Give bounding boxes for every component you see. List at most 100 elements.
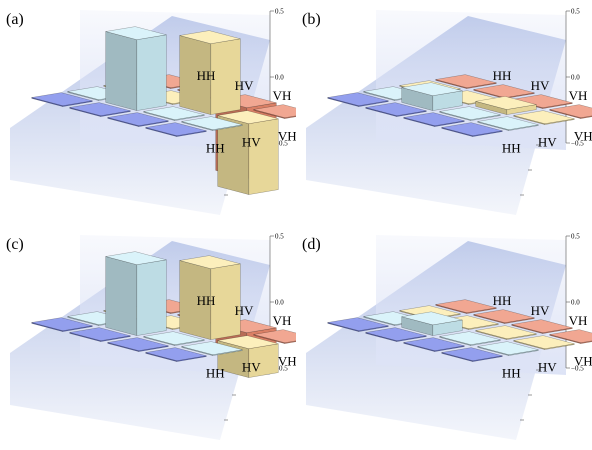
- bar-HH-HH: [327, 317, 389, 332]
- bar-VH-HH: [403, 337, 465, 352]
- col-label-HV: HV: [242, 135, 261, 150]
- bar-top-face: [475, 325, 537, 339]
- bar-top-face: [253, 104, 296, 118]
- panel-label: (a): [6, 11, 24, 28]
- col-label-VH: VH: [278, 354, 296, 369]
- bar-HH-HH: [31, 317, 93, 332]
- z-tick-label: −0.5: [275, 140, 288, 148]
- bar-VV-HV: [181, 341, 243, 356]
- bar-VV-HV: [477, 116, 539, 131]
- z-tick-label: −0.5: [571, 140, 584, 148]
- col-label-HV: HV: [538, 360, 557, 375]
- bar-side-face: [67, 316, 100, 326]
- bar-HH-HH: [31, 92, 93, 107]
- row-label-HH: HH: [197, 293, 216, 308]
- row-label-HV: HV: [235, 78, 254, 93]
- bar-side-face: [475, 100, 508, 115]
- bar-top-face: [31, 317, 93, 331]
- bar-HV-HV: [401, 311, 463, 336]
- z-tick-label: 0.0: [275, 299, 284, 307]
- z-tick-label: 0.5: [275, 8, 284, 16]
- col-label-HH: HH: [206, 141, 225, 156]
- bar-top-face: [217, 110, 279, 124]
- bar-top-face: [327, 317, 389, 331]
- bar-VH-VV: [511, 319, 573, 334]
- bar-top-face: [549, 329, 592, 343]
- z-tick-label: 0.0: [571, 299, 580, 307]
- bar-side-face: [143, 111, 176, 121]
- bar-top-face: [513, 335, 575, 349]
- col-label-HV: HV: [538, 135, 557, 150]
- bar-top-face: [179, 255, 241, 269]
- panel-label: (c): [6, 236, 24, 253]
- bar-top-face: [477, 116, 539, 130]
- bar-side-face: [477, 346, 510, 356]
- row-label-HH: HH: [493, 293, 512, 308]
- row-label-HH: HH: [197, 68, 216, 83]
- bar-top-face: [105, 26, 167, 40]
- bar-top-face: [181, 341, 243, 355]
- panel-4-chart: 0.50.0−0.5HHHVVHVVHHHVVHVV(d): [302, 233, 592, 440]
- bar-top-face: [441, 122, 503, 136]
- bar-side-face: [439, 111, 472, 121]
- row-label-HV: HV: [531, 303, 550, 318]
- col-label-HH: HH: [502, 366, 521, 381]
- bar-VH-HV: [143, 331, 205, 346]
- bar-front-face: [248, 118, 279, 195]
- bar-top-face: [401, 311, 463, 326]
- bar-side-face: [549, 334, 582, 344]
- bar-VV-HH: [145, 122, 207, 137]
- bar-side-face: [403, 117, 436, 127]
- bar-VH-HH: [107, 112, 169, 127]
- bar-top-face: [143, 331, 205, 345]
- bar-VH-VH: [179, 30, 241, 115]
- bar-side-face: [67, 91, 100, 101]
- bar-VV-VH: [217, 110, 279, 195]
- bar-top-face: [441, 347, 503, 361]
- bar-side-face: [473, 314, 506, 324]
- bars: [31, 251, 296, 378]
- bar-front-face: [136, 259, 167, 336]
- bar-top-face: [439, 106, 501, 120]
- bar-top-face: [365, 102, 427, 116]
- bar-side-face: [31, 97, 64, 107]
- z-tick-label: −0.5: [275, 365, 288, 373]
- bar-top-face: [435, 74, 497, 88]
- bar-top-face: [439, 331, 501, 345]
- col-label-VH: VH: [574, 129, 592, 144]
- col-label-HH: HH: [502, 141, 521, 156]
- bar-top-face: [145, 347, 207, 361]
- bar-HV-VV: [473, 84, 535, 99]
- bar-side-face: [475, 330, 508, 340]
- bar-HH-VV: [435, 299, 497, 314]
- bar-VH-HH: [403, 112, 465, 127]
- bar-top-face: [549, 104, 592, 118]
- bar-top-face: [69, 327, 131, 341]
- bar-top-face: [435, 299, 497, 313]
- bar-side-face: [435, 79, 468, 89]
- panel-1-chart: 0.50.0−0.5HHHVVHVVHHHVVHVV(a): [6, 8, 296, 215]
- bar-VV-VH: [513, 335, 575, 350]
- bar-side-face: [403, 342, 436, 352]
- z-tick-label: 0.0: [275, 74, 284, 82]
- bar-side-face: [439, 336, 472, 346]
- bar-VH-HV: [143, 106, 205, 121]
- z-tick-label: 0.0: [571, 74, 580, 82]
- bar-side-face: [105, 256, 138, 336]
- bar-HH-VV: [435, 74, 497, 89]
- bar-side-face: [363, 91, 396, 101]
- bar-top-face: [473, 84, 535, 98]
- bar-side-face: [513, 340, 546, 350]
- bar-VV-HH: [145, 347, 207, 362]
- bar-side-face: [217, 115, 250, 195]
- bar-top-face: [253, 329, 296, 343]
- row-label-VH: VH: [273, 313, 292, 328]
- bar-HH-HH: [327, 92, 389, 107]
- bar-HV-HH: [365, 102, 427, 117]
- bar-side-face: [435, 304, 468, 314]
- bar-top-face: [477, 341, 539, 355]
- z-tick-label: 0.5: [571, 8, 580, 16]
- bar-side-face: [253, 334, 286, 344]
- bar-top-face: [107, 337, 169, 351]
